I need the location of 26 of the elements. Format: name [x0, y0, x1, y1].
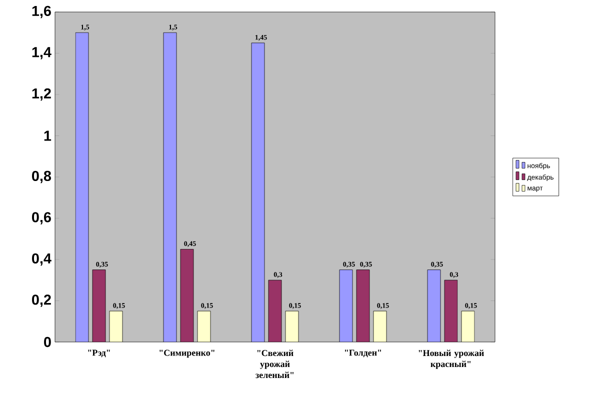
bar: [444, 280, 458, 342]
bar: [339, 270, 353, 342]
x-tick-label: "Свежий урожай зеленый": [256, 350, 294, 378]
bar: [427, 270, 441, 342]
y-tick-label: 0,2: [32, 294, 51, 307]
bar: [75, 32, 89, 342]
bar: [163, 32, 177, 342]
x-tick-label: "Симиренко": [160, 350, 214, 358]
bar: [92, 270, 106, 342]
bar: [268, 280, 282, 342]
y-tick-label: 1: [44, 130, 52, 141]
y-tick-label: 1,2: [32, 88, 51, 101]
y-tick-label: 1,4: [32, 47, 52, 60]
bar: [461, 310, 475, 342]
bar: [373, 310, 387, 342]
y-tick-label: 1,6: [32, 6, 51, 18]
y-tick-label: 0: [44, 336, 51, 348]
x-tick-label: "Новый урожай красный": [418, 350, 484, 369]
bar: [180, 248, 194, 342]
x-tick-label: "Голден": [344, 350, 382, 358]
y-tick-label: 0,8: [32, 170, 52, 184]
bar: [356, 270, 370, 342]
y-tick-label: 0,4: [32, 253, 52, 266]
x-tick-label: "Рэд": [88, 350, 110, 358]
y-tick-label: 0,6: [32, 212, 51, 224]
bar: [251, 42, 265, 342]
